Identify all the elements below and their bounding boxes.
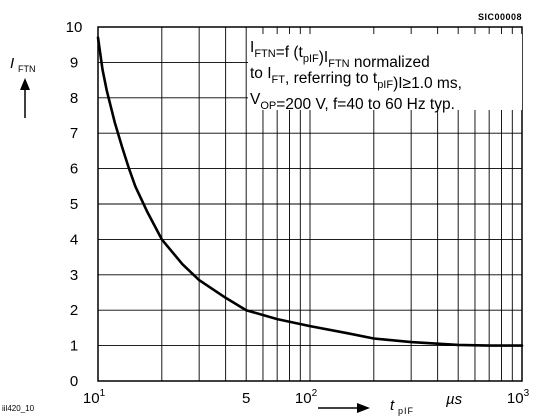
x-tick-label: 102 (295, 388, 318, 407)
y-axis-arrowhead-icon (20, 78, 30, 90)
x-axis-arrowhead-icon (357, 403, 370, 413)
annotation-line-1: IFTN=f (tpIF)IFTN normalized (250, 39, 430, 71)
x-tick-label: 5 (242, 390, 250, 407)
y-tick-label: 4 (70, 231, 78, 248)
x-tick-label: 103 (507, 388, 530, 407)
svg-text:I: I (10, 55, 14, 72)
figure-id: iil420_10 (2, 404, 35, 413)
y-tick-label: 0 (70, 373, 78, 390)
y-tick-label: 2 (70, 302, 78, 319)
x-axis-label: t pIF µs (318, 391, 463, 416)
y-tick-label: 1 (70, 338, 78, 355)
y-tick-label: 3 (70, 267, 78, 284)
series-line (96, 36, 524, 347)
svg-text:FTN: FTN (18, 64, 36, 74)
annotation-background (248, 34, 522, 110)
y-tick-label: 6 (70, 161, 78, 178)
y-tick-label: 8 (70, 90, 78, 107)
plot-frame (97, 26, 523, 382)
svg-text:pIF: pIF (398, 406, 414, 416)
svg-text:t: t (390, 397, 395, 414)
y-tick-label: 7 (70, 125, 78, 142)
annotation-line-2: to IFT, referring to tpIF)I≥1.0 ms, (250, 65, 462, 92)
chart-code: SIC00008 (478, 12, 522, 22)
x-axis-unit: µs (446, 391, 463, 408)
y-tick-label: 10 (66, 19, 83, 36)
y-tick-label: 5 (70, 196, 78, 213)
x-tick-label: 101 (83, 388, 106, 407)
annotation-line-3: VOP=200 V, f=40 to 60 Hz typ. (250, 91, 455, 113)
axis-ticks: 0 1 2 3 4 5 6 7 8 9 10 101 5 102 103 (66, 19, 530, 407)
y-axis-label: I FTN (10, 55, 36, 118)
y-tick-label: 9 (70, 54, 78, 71)
